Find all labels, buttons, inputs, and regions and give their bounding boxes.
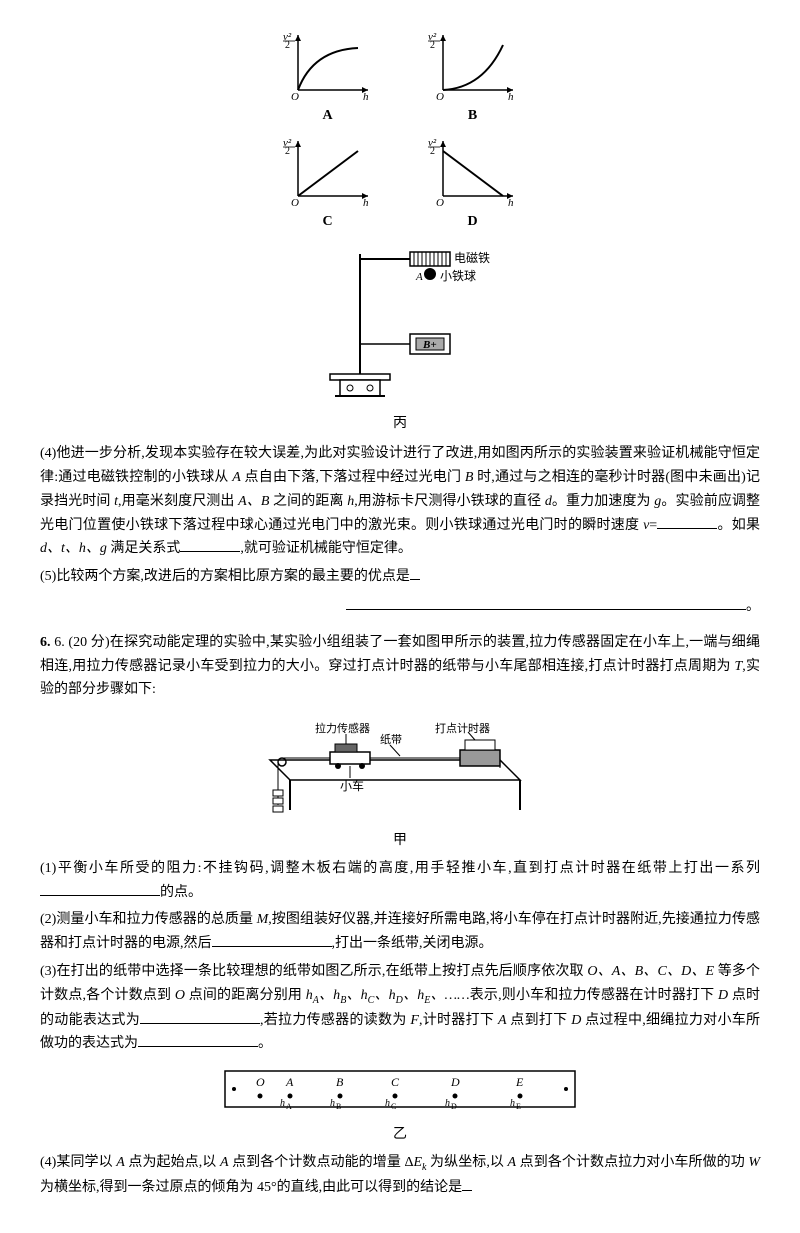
diagram-jia-svg: 拉力传感器 纸带 打点计时器 小车 (260, 710, 540, 820)
p2-text: (2)测量小车和拉力传感器的总质量 M,按图组装好仪器,并连接好所需电路,将小车… (40, 908, 760, 956)
svg-text:h: h (508, 91, 514, 100)
blank-v (657, 514, 717, 529)
q5-text: (5)比较两个方案,改进后的方案相比原方案的最主要的优点是 (40, 565, 760, 589)
chart-C-label: C (270, 210, 385, 234)
tape-label: 乙 (40, 1123, 760, 1147)
svg-text:O: O (291, 197, 299, 206)
svg-text:2: 2 (285, 40, 290, 51)
q5-blank-line: 。 (40, 593, 760, 619)
svg-text:2: 2 (430, 40, 435, 51)
svg-text:B: B (336, 1102, 341, 1111)
svg-text:A: A (285, 1075, 294, 1089)
Ek: Ek (413, 1155, 426, 1170)
q4-text: (4)他进一步分析,发现本实验存在较大误差,为此对实验设计进行了改进,用如图丙所… (40, 442, 760, 561)
h-vars: hA、hB、hC、hD、hE、…… (306, 988, 470, 1003)
magnet-label: 电磁铁 (454, 250, 490, 265)
svg-text:E: E (516, 1102, 521, 1111)
svg-text:O: O (436, 197, 444, 206)
chart-C: v² 2 O h C (270, 136, 385, 234)
svg-text:2: 2 (285, 146, 290, 157)
tape-diagram: O A B C D E hA hB hC hD hE 乙 (40, 1066, 760, 1147)
chart-B-svg: v² 2 O h (428, 30, 518, 100)
chart-grid: v² 2 O h A v² 2 O h B v² (270, 30, 530, 234)
svg-text:h: h (385, 1098, 390, 1109)
diagram-jia-label: 甲 (40, 829, 760, 853)
svg-text:O: O (436, 91, 444, 100)
chart-D-label: D (415, 210, 530, 234)
svg-text:C: C (391, 1075, 400, 1089)
svg-text:h: h (280, 1098, 285, 1109)
svg-text:B+: B+ (422, 339, 437, 351)
svg-text:D: D (451, 1102, 457, 1111)
svg-text:A: A (415, 271, 423, 283)
svg-text:O: O (256, 1075, 265, 1089)
svg-text:h: h (330, 1098, 335, 1109)
svg-text:打点计时器: 打点计时器 (435, 721, 490, 735)
chart-D-svg: v² 2 O h (428, 136, 518, 206)
svg-text:小车: 小车 (340, 778, 364, 793)
q6-num: 6. (40, 635, 51, 650)
chart-B: v² 2 O h B (415, 30, 530, 128)
svg-text:O: O (291, 91, 299, 100)
svg-text:C: C (391, 1102, 396, 1111)
svg-text:2: 2 (430, 146, 435, 157)
blank-rel (180, 537, 240, 552)
diagram-jia: 拉力传感器 纸带 打点计时器 小车 甲 (40, 710, 760, 853)
ball-label: 小铁球 (440, 269, 476, 283)
blank-p3a (140, 1009, 260, 1024)
apparatus-svg: 电磁铁 A 小铁球 B+ (310, 244, 490, 404)
svg-text:h: h (445, 1098, 450, 1109)
p1-text: (1)平衡小车所受的阻力:不挂钩码,调整木板右端的高度,用手轻推小车,直到打点计… (40, 857, 760, 905)
apparatus-label: 丙 (40, 412, 760, 436)
svg-text:h: h (510, 1098, 515, 1109)
tape-svg: O A B C D E hA hB hC hD hE (220, 1066, 580, 1114)
blank-p2 (212, 932, 332, 947)
svg-text:h: h (363, 197, 369, 206)
blank-p3b (138, 1032, 258, 1047)
p4-text: (4)某同学以 A 点为起始点,以 A 点到各个计数点动能的增量 ΔEk 为纵坐… (40, 1151, 760, 1200)
p3-text: (3)在打出的纸带中选择一条比较理想的纸带如图乙所示,在纸带上按打点先后顺序依次… (40, 960, 760, 1056)
chart-D: v² 2 O h D (415, 136, 530, 234)
svg-text:h: h (363, 91, 369, 100)
svg-text:D: D (450, 1075, 460, 1089)
chart-A-label: A (270, 104, 385, 128)
svg-text:E: E (515, 1075, 524, 1089)
q6-head: 6. 6. (20 分)在探究动能定理的实验中,某实验小组组装了一套如图甲所示的… (40, 631, 760, 702)
apparatus-diagram: 电磁铁 A 小铁球 B+ 丙 (40, 244, 760, 437)
svg-text:拉力传感器: 拉力传感器 (315, 721, 370, 735)
chart-A: v² 2 O h A (270, 30, 385, 128)
chart-C-svg: v² 2 O h (283, 136, 373, 206)
blank-p1 (40, 881, 160, 896)
svg-text:A: A (286, 1102, 292, 1111)
svg-text:B: B (336, 1075, 344, 1089)
svg-text:纸带: 纸带 (380, 733, 402, 746)
chart-B-label: B (415, 104, 530, 128)
chart-A-svg: v² 2 O h (283, 30, 373, 100)
svg-text:h: h (508, 197, 514, 206)
